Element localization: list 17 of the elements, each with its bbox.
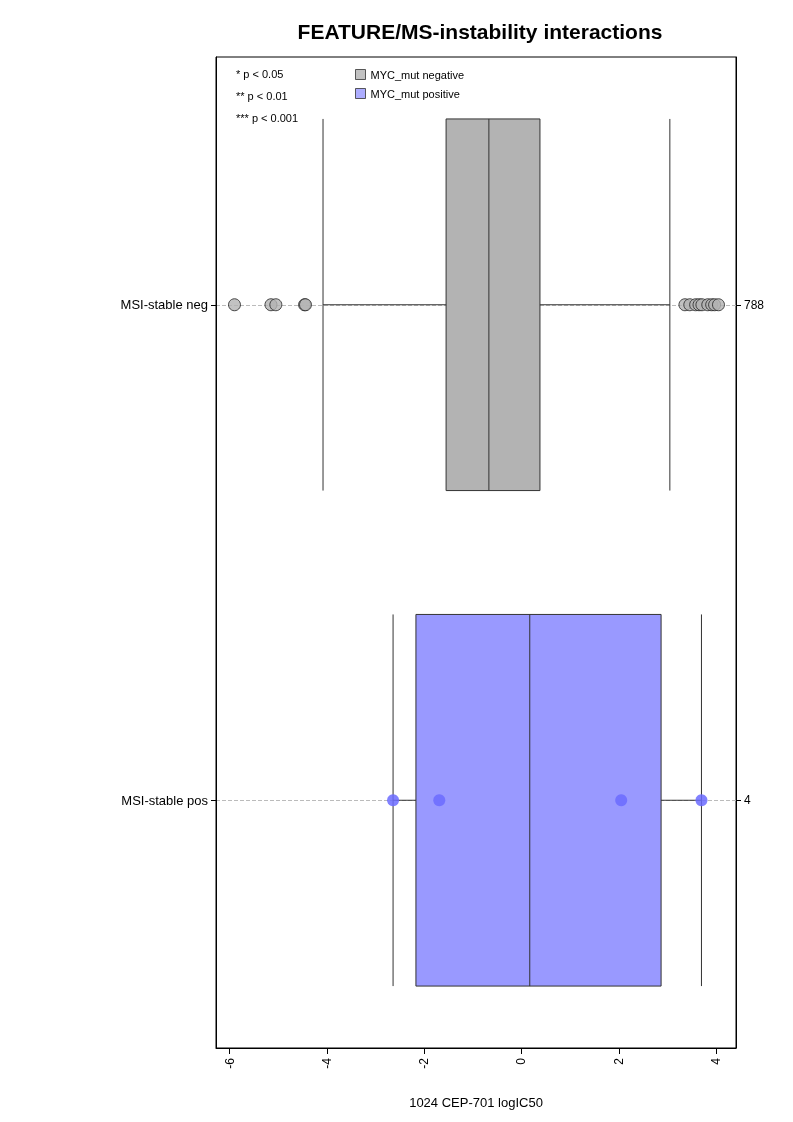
x-tick-label: 0	[514, 1057, 529, 1065]
y-tick-label: MSI-stable pos	[121, 792, 209, 808]
annotation: * p < 0.05	[236, 67, 284, 80]
chart-title: FEATURE/MS-instability interactions	[297, 20, 663, 43]
x-axis-title: 1024 CEP-701 logIC50	[409, 1095, 543, 1110]
annotation: *** p < 0.001	[236, 111, 299, 124]
annotation: ** p < 0.01	[236, 89, 288, 102]
x-tick-label: -4	[319, 1057, 334, 1069]
x-tick-label: -6	[222, 1057, 237, 1069]
y-tick-label: MSI-stable neg	[120, 297, 208, 313]
x-tick-label: -2	[417, 1057, 432, 1069]
y2-tick-label: 4	[744, 793, 751, 808]
legend-label: MYC_mut negative	[370, 68, 465, 81]
legend-label: MYC_mut positive	[370, 87, 460, 100]
y2-tick-label: 788	[744, 297, 765, 312]
x-tick-label: 2	[611, 1057, 626, 1065]
x-tick-label: 4	[709, 1057, 724, 1065]
